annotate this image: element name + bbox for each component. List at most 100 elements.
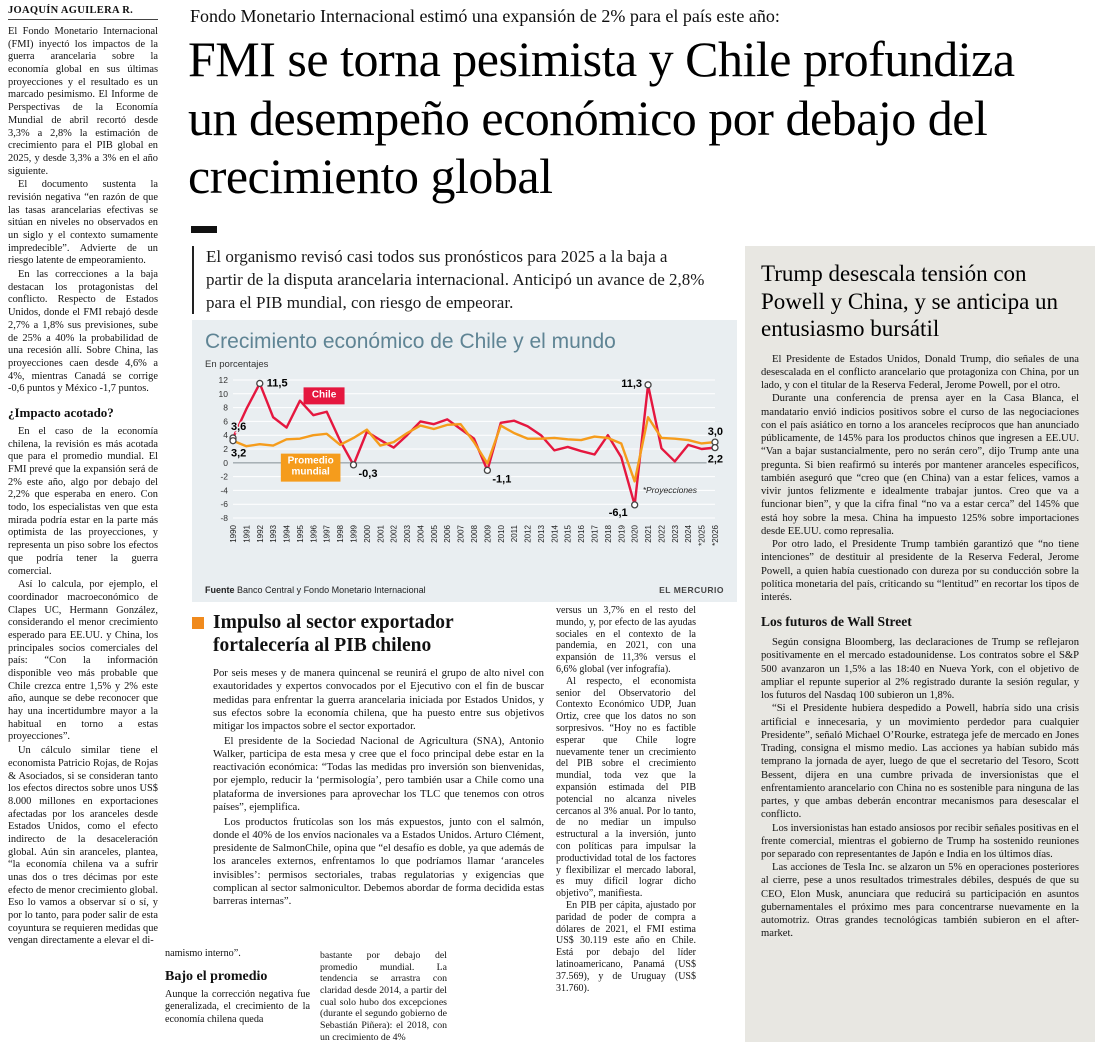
paragraph: versus un 3,7% en el resto del mundo, y,…: [556, 605, 696, 675]
paragraph: Durante una conferencia de prensa ayer e…: [761, 393, 1079, 537]
paragraph: En PIB per cápita, ajustado por paridad …: [556, 899, 696, 994]
svg-text:1997: 1997: [323, 524, 332, 542]
svg-text:2024: 2024: [684, 524, 693, 542]
svg-text:2012: 2012: [524, 524, 533, 542]
chart-source-text: Banco Central y Fondo Monetario Internac…: [237, 585, 426, 595]
svg-text:1992: 1992: [256, 524, 265, 542]
svg-text:2006: 2006: [443, 524, 452, 542]
svg-text:*Proyecciones: *Proyecciones: [643, 485, 698, 495]
paragraph: Al respecto, el economista senior del Ob…: [556, 675, 696, 900]
sidebar-article: Trump desescala tensión con Powell y Chi…: [745, 246, 1095, 1042]
continuation-column-c: versus un 3,7% en el resto del mundo, y,…: [556, 605, 696, 1042]
svg-text:*2025: *2025: [698, 524, 707, 545]
left-column-bottom: En el caso de la economía chilena, la re…: [8, 426, 158, 948]
svg-text:2001: 2001: [376, 524, 385, 542]
svg-text:0: 0: [223, 458, 228, 468]
svg-text:1991: 1991: [242, 524, 251, 542]
svg-text:-1,1: -1,1: [492, 473, 511, 485]
paragraph: Por otro lado, el Presidente Trump tambi…: [761, 539, 1079, 603]
svg-text:2002: 2002: [390, 524, 399, 542]
svg-text:2009: 2009: [483, 524, 492, 542]
svg-text:1998: 1998: [336, 524, 345, 542]
article-impulso-title: Impulso al sector exportador fortalecerí…: [213, 612, 454, 656]
svg-text:-6: -6: [220, 499, 228, 509]
chart-source-label: Fuente: [205, 585, 235, 595]
svg-text:3,6: 3,6: [231, 421, 246, 433]
orange-square-bullet: [192, 617, 204, 629]
kicker: Fondo Monetario Internacional estimó una…: [190, 6, 780, 26]
paragraph: Un cálculo similar tiene el economista P…: [8, 745, 158, 947]
svg-text:mundial: mundial: [291, 467, 330, 478]
sidebar-body-bottom: Según consigna Bloomberg, las declaracio…: [761, 636, 1079, 940]
svg-text:2016: 2016: [577, 524, 586, 542]
svg-text:2019: 2019: [617, 524, 626, 542]
svg-text:11,5: 11,5: [267, 377, 288, 389]
svg-text:2013: 2013: [537, 524, 546, 542]
paragraph: El Presidente de Estados Unidos, Donald …: [761, 353, 1079, 392]
svg-text:Promedio: Promedio: [288, 456, 334, 467]
paragraph: Aunque la corrección negativa fue genera…: [165, 989, 310, 1025]
paragraph: En el caso de la economía chilena, la re…: [8, 425, 158, 577]
svg-text:6: 6: [223, 416, 228, 426]
chart-footer: Fuente Banco Central y Fondo Monetario I…: [205, 585, 724, 595]
svg-text:2000: 2000: [363, 524, 372, 542]
svg-text:2015: 2015: [564, 524, 573, 542]
svg-text:-2: -2: [220, 472, 228, 482]
svg-text:2017: 2017: [591, 524, 600, 542]
chart-source: Fuente Banco Central y Fondo Monetario I…: [205, 585, 426, 595]
svg-text:1994: 1994: [283, 524, 292, 542]
svg-text:*2026: *2026: [711, 524, 720, 545]
svg-text:2,2: 2,2: [708, 454, 723, 466]
svg-text:-0,3: -0,3: [359, 468, 378, 480]
svg-text:2004: 2004: [416, 524, 425, 542]
svg-text:3,0: 3,0: [708, 426, 723, 438]
chart-credit: EL MERCURIO: [659, 585, 724, 595]
svg-text:1990: 1990: [229, 524, 238, 542]
continuation-column-a: namismo interno”. Bajo el promedio Aunqu…: [165, 948, 310, 1042]
paragraph: bastante por debajo del promedio mundial…: [320, 950, 447, 1042]
continuation-column-b: bastante por debajo del promedio mundial…: [320, 950, 447, 1042]
paragraph: “Si el Presidente hubiera despedido a Po…: [761, 703, 1079, 821]
subhead-impacto-acotado: ¿Impacto acotado?: [8, 404, 114, 420]
svg-text:2008: 2008: [470, 524, 479, 542]
article-impulso-header: Impulso al sector exportador fortalecerí…: [192, 612, 544, 657]
svg-text:1996: 1996: [309, 524, 318, 542]
svg-text:2011: 2011: [510, 524, 519, 542]
paragraph: Así lo calcula, por ejemplo, el coordina…: [8, 579, 158, 743]
byline: JOAQUÍN AGUILERA R.: [8, 5, 158, 20]
chart-title: Crecimiento económico de Chile y el mund…: [205, 330, 616, 353]
paragraph: El documento sustenta la revisión negati…: [8, 179, 158, 267]
svg-text:2021: 2021: [644, 524, 653, 542]
paragraph: En las correcciones a la baja destacan l…: [8, 269, 158, 395]
svg-text:3,2: 3,2: [231, 448, 246, 460]
sidebar-body-top: El Presidente de Estados Unidos, Donald …: [761, 353, 1079, 604]
svg-text:-6,1: -6,1: [609, 507, 628, 519]
paragraph: Según consigna Bloomberg, las declaracio…: [761, 637, 1079, 702]
subhead-wall-street: Los futuros de Wall Street: [761, 614, 912, 630]
svg-text:2: 2: [223, 444, 228, 454]
svg-text:10: 10: [219, 389, 229, 399]
continuation-fragment: namismo interno”.: [165, 948, 241, 959]
headline: FMI se torna pesimista y Chile profundiz…: [188, 31, 1015, 204]
svg-text:2018: 2018: [604, 524, 613, 542]
svg-text:1993: 1993: [269, 524, 278, 542]
paragraph: El presidente de la Sociedad Nacional de…: [213, 735, 544, 813]
svg-text:1999: 1999: [350, 524, 359, 542]
paragraph: Los inversionistas han estado ansiosos p…: [761, 822, 1079, 860]
left-column-top: El Fondo Monetario Internacional (FMI) i…: [8, 26, 158, 396]
subhead-bajo-el-promedio: Bajo el promedio: [165, 969, 268, 985]
paragraph: Los productos frutícolas son los más exp…: [213, 815, 544, 907]
svg-text:2007: 2007: [457, 524, 466, 542]
svg-text:2005: 2005: [430, 524, 439, 542]
svg-text:11,3: 11,3: [621, 378, 642, 390]
paragraph: Por seis meses y de manera quincenal se …: [213, 667, 544, 732]
svg-text:8: 8: [223, 403, 228, 413]
svg-text:1995: 1995: [296, 524, 305, 542]
article-impulso-body: Por seis meses y de manera quincenal se …: [213, 667, 544, 908]
svg-text:-8: -8: [220, 513, 228, 523]
chart-unit-label: En porcentajes: [205, 359, 269, 370]
svg-text:-4: -4: [220, 485, 228, 495]
sidebar-title: Trump desescala tensión con Powell y Chi…: [761, 261, 1059, 342]
